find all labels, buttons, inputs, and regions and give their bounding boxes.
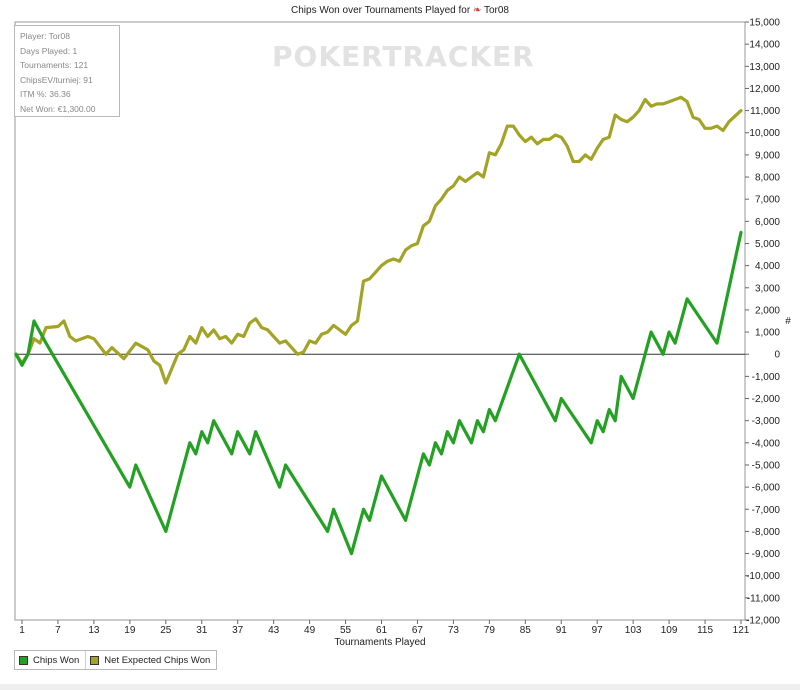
chart-title-text: Chips Won over Tournaments Played for (291, 5, 473, 16)
x-tick-label: 43 (268, 625, 280, 636)
y-tick-label: 2,000 (755, 305, 780, 316)
legend-swatch-net-expected (90, 655, 100, 665)
x-tick-label: 85 (520, 625, 532, 636)
x-tick-label: 115 (697, 625, 713, 636)
y-tick-label: 10,000 (749, 128, 780, 139)
x-axis: 1 7 13 19 25 31 37 43 49 55 61 67 73 79 85 91 97 103 109 11… (19, 620, 750, 636)
stat-player: Player: Tor08 (20, 31, 70, 41)
y-tick-label: 1,000 (755, 328, 780, 339)
y-tick-label: 11,000 (750, 106, 780, 117)
y-tick-label: -12,000 (746, 616, 780, 627)
chart-title-player: Tor08 (481, 5, 509, 16)
y-axis: 15,000 14,000 13,000 12,000 11,000 10,000 9,00… (745, 18, 780, 627)
x-tick-label: 13 (88, 625, 100, 636)
y-tick-label: 15,000 (749, 18, 780, 29)
x-tick-label: 103 (625, 625, 642, 636)
y-tick-label: -6,000 (752, 483, 781, 494)
y-tick-label: 7,000 (755, 195, 780, 206)
stat-itm: ITM %: 36.36 (20, 89, 71, 99)
x-tick-label: 61 (376, 625, 388, 636)
y-tick-label: -4,000 (752, 438, 781, 449)
x-tick-label: 25 (160, 625, 172, 636)
y-tick-label: 5,000 (755, 239, 780, 250)
legend-swatch-chips-won (19, 655, 28, 665)
x-tick-label: 19 (124, 625, 136, 636)
x-axis-label: Tournaments Played (334, 637, 425, 648)
x-tick-label: 109 (661, 625, 678, 636)
x-tick-label: 91 (556, 625, 568, 636)
series-line-chips-won (14, 230, 743, 556)
y-tick-label: 12,000 (749, 84, 780, 95)
y-tick-label: 3,000 (755, 283, 780, 294)
y-tick-label: 14,000 (749, 40, 780, 51)
plot-area (14, 21, 746, 621)
y-tick-label: 8,000 (755, 173, 780, 184)
legend-label-chips-won: Chips Won (33, 654, 80, 666)
legend-item-chips-won[interactable]: Chips Won (15, 651, 85, 669)
y-tick-label: -1,000 (752, 372, 781, 383)
stat-days-played: Days Played: 1 (20, 45, 78, 56)
x-tick-label: 31 (196, 625, 208, 636)
x-tick-label: 97 (592, 625, 604, 636)
legend-label-net-expected: Net Expected Chips Won (104, 654, 211, 666)
y-tick-label: -5,000 (752, 460, 781, 471)
pokertracker-watermark: POKERTRACKER (272, 40, 535, 73)
x-tick-label: 121 (733, 625, 750, 636)
y-tick-label: -3,000 (752, 416, 781, 427)
x-tick-label: 1 (19, 625, 25, 636)
y-tick-label: -11,000 (747, 593, 781, 604)
legend: Chips Won Net Expected Chips Won (14, 650, 218, 670)
player-icon: ❧ (473, 5, 481, 16)
stat-tournaments: Tournaments: 121 (20, 60, 89, 70)
x-tick-label: 73 (448, 625, 460, 636)
y-tick-label: 0 (774, 350, 780, 361)
y-tick-label: -9,000 (752, 549, 781, 560)
stat-chipsev: ChipsEV/turniej: 91 (20, 74, 93, 85)
x-tick-label: 37 (232, 625, 244, 636)
y-tick-label: -7,000 (752, 505, 781, 516)
x-tick-label: 79 (484, 625, 496, 636)
chart-title: Chips Won over Tournaments Played for ❧ … (291, 5, 509, 16)
y-tick-label: -10,000 (746, 571, 780, 582)
y-tick-label: -2,000 (752, 394, 781, 405)
y-tick-label: 13,000 (749, 62, 780, 73)
y-tick-label: -8,000 (752, 527, 781, 538)
legend-item-net-expected[interactable]: Net Expected Chips Won (85, 651, 216, 669)
y-tick-label: 6,000 (755, 217, 780, 228)
y-tick-label: 4,000 (755, 261, 780, 272)
player-stats-box: Player: Tor08 Days Played: 1 Tournaments… (14, 25, 120, 117)
stat-net-won: Net Won: €1,300.00 (20, 103, 96, 114)
y-tick-label: 9,000 (755, 150, 780, 161)
series-lines (14, 95, 743, 556)
x-tick-label: 67 (412, 625, 424, 636)
series-line-net-expected-chips-won (14, 95, 743, 385)
x-tick-label: 55 (340, 625, 352, 636)
x-tick-label: 49 (304, 625, 316, 636)
window-bottom-strip (0, 684, 800, 690)
y-axis-label: # (785, 316, 791, 327)
x-tick-label: 7 (55, 625, 61, 636)
